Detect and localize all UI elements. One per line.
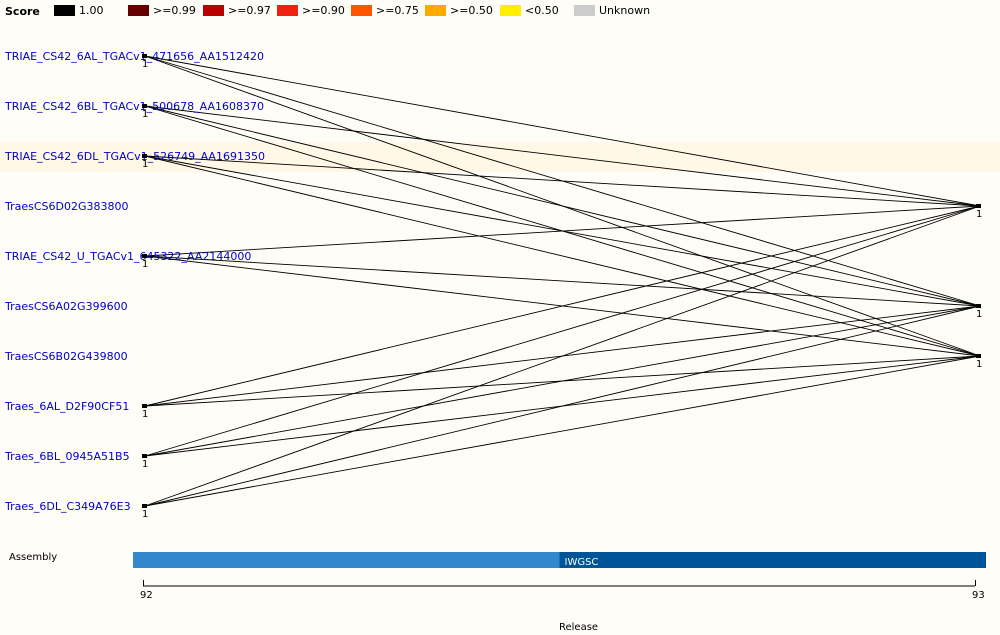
left-gene-node-2[interactable] xyxy=(142,154,147,158)
left-gene-label-1[interactable]: TRIAE_CS42_6BL_TGACv1_500678_AA1608370 xyxy=(4,100,264,113)
left-gene-count-4: 1 xyxy=(142,259,148,270)
left-gene-count-8: 1 xyxy=(142,459,148,470)
left-gene-node-1[interactable] xyxy=(142,104,147,108)
left-gene-node-4[interactable] xyxy=(142,254,147,258)
link-line-20 xyxy=(144,355,981,507)
right-gene-count-1: 1 xyxy=(976,309,982,320)
right-gene-node-2[interactable] xyxy=(976,354,981,358)
left-gene-node-8[interactable] xyxy=(142,454,147,458)
left-gene-count-7: 1 xyxy=(142,409,148,420)
legend-swatch-1 xyxy=(128,5,149,16)
legend-swatch-6 xyxy=(500,5,521,16)
left-gene-node-0[interactable] xyxy=(142,54,147,58)
legend-title: Score xyxy=(5,5,40,18)
right-gene-count-2: 1 xyxy=(976,359,982,370)
legend-label-4: >=0.75 xyxy=(376,4,419,17)
left-gene-label-3[interactable]: TraesCS6D02G383800 xyxy=(4,200,129,213)
release-tick-92: 92 xyxy=(140,590,153,601)
link-line-0 xyxy=(144,55,981,207)
assembly-segment-label-1: IWGSC xyxy=(565,557,599,568)
link-line-8 xyxy=(144,155,981,357)
link-line-10 xyxy=(144,255,981,307)
left-gene-label-7[interactable]: Traes_6AL_D2F90CF51 xyxy=(4,400,129,413)
assembly-segment-1[interactable] xyxy=(559,552,987,568)
release-axis-label: Release xyxy=(559,622,598,633)
assembly-bar: IWGSC xyxy=(133,552,986,568)
assembly-label: Assembly xyxy=(9,552,57,563)
score-legend: Score 1.00 >=0.99 >=0.97 >=0.90 >=0.75 >=0.50… xyxy=(0,0,1000,22)
link-line-16 xyxy=(144,305,981,457)
left-gene-label-2[interactable]: TRIAE_CS42_6DL_TGACv1_526749_AA1691350 xyxy=(4,150,265,163)
left-gene-count-0: 1 xyxy=(142,59,148,70)
link-line-4 xyxy=(144,105,981,307)
release-axis: 92 93 Release xyxy=(140,580,985,633)
legend-swatch-0 xyxy=(54,5,75,16)
link-line-9 xyxy=(144,205,981,257)
left-gene-nodes: TRIAE_CS42_6AL_TGACv1_471656_AA15124201T… xyxy=(4,50,265,520)
left-gene-label-6[interactable]: TraesCS6B02G439800 xyxy=(4,350,128,363)
legend-label-7: Unknown xyxy=(599,4,651,17)
link-line-6 xyxy=(144,155,981,207)
link-line-18 xyxy=(144,205,981,507)
link-line-12 xyxy=(144,205,981,407)
legend-swatch-2 xyxy=(203,5,224,16)
legend-label-0: 1.00 xyxy=(79,4,104,17)
left-gene-label-5[interactable]: TraesCS6A02G399600 xyxy=(4,300,128,313)
legend-swatch-3 xyxy=(277,5,298,16)
legend-label-1: >=0.99 xyxy=(153,4,196,17)
legend-label-3: >=0.90 xyxy=(302,4,345,17)
left-gene-count-2: 1 xyxy=(142,159,148,170)
left-gene-label-4[interactable]: TRIAE_CS42_U_TGACv1_645322_AA2144000 xyxy=(4,250,251,263)
left-gene-label-9[interactable]: Traes_6DL_C349A76E3 xyxy=(4,500,131,513)
right-gene-nodes: 1 1 1 xyxy=(976,204,982,370)
left-gene-count-1: 1 xyxy=(142,109,148,120)
legend-label-2: >=0.97 xyxy=(228,4,271,17)
assembly-segment-0[interactable] xyxy=(133,552,560,568)
legend-swatch-7 xyxy=(574,5,595,16)
link-line-3 xyxy=(144,105,981,207)
legend-label-5: >=0.50 xyxy=(450,4,493,17)
left-gene-label-8[interactable]: Traes_6BL_0945A51B5 xyxy=(4,450,130,463)
legend-swatch-4 xyxy=(351,5,372,16)
link-lines xyxy=(144,55,981,507)
link-line-19 xyxy=(144,305,981,507)
right-gene-count-0: 1 xyxy=(976,209,982,220)
left-gene-node-9[interactable] xyxy=(142,504,147,508)
right-gene-node-0[interactable] xyxy=(976,204,981,208)
release-tick-93: 93 xyxy=(972,590,985,601)
right-gene-node-1[interactable] xyxy=(976,304,981,308)
left-gene-node-7[interactable] xyxy=(142,404,147,408)
link-line-15 xyxy=(144,205,981,457)
left-gene-count-9: 1 xyxy=(142,509,148,520)
legend-label-6: <0.50 xyxy=(525,4,559,17)
left-gene-label-0[interactable]: TRIAE_CS42_6AL_TGACv1_471656_AA1512420 xyxy=(4,50,264,63)
legend-swatch-5 xyxy=(425,5,446,16)
